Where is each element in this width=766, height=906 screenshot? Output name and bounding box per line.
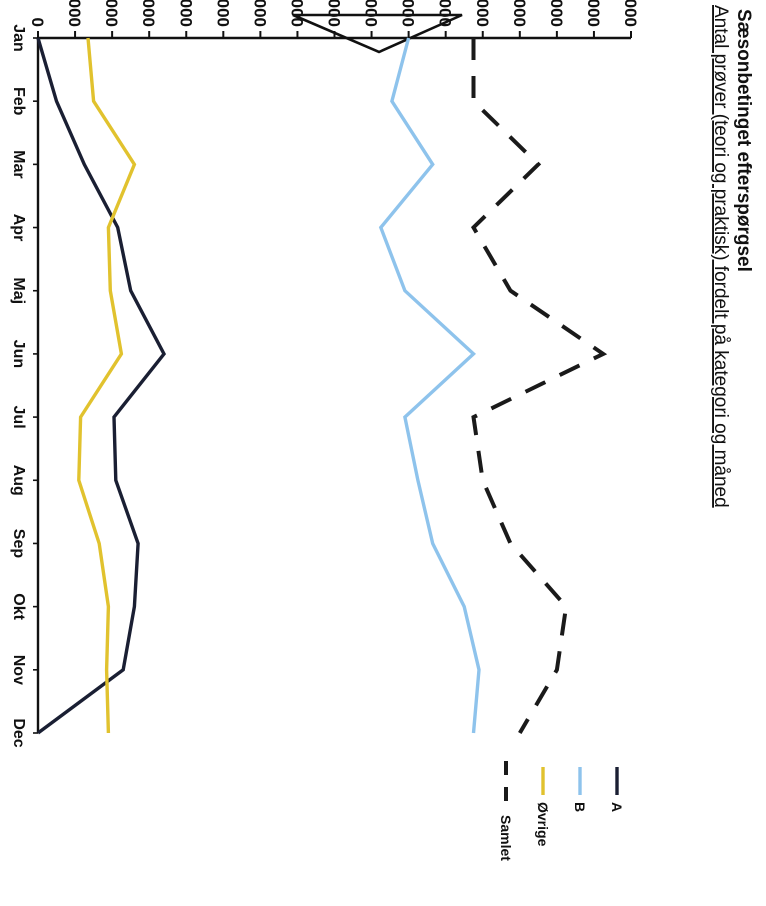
x-tick-label: Nov <box>10 655 27 685</box>
x-axis-ticks: Jan Feb Mar Apr Maj Jun Jul Aug Sep Okt Nov Dec <box>10 24 38 748</box>
y-tick-label: 4.000 <box>102 0 121 27</box>
x-tick-label: Jul <box>10 406 27 429</box>
y-tick-label: 20.000 <box>399 0 418 27</box>
x-tick-label: Apr <box>10 214 27 242</box>
series-line-a <box>36 37 167 735</box>
y-tick-label: 26.000 <box>510 0 529 27</box>
y-tick-label: 30.000 <box>584 0 603 27</box>
series-lines <box>36 37 608 735</box>
y-tick-label: 14.000 <box>287 0 306 27</box>
y-tick-label: 24.000 <box>473 0 492 27</box>
legend-label-ovrige: Øvrige <box>535 802 551 847</box>
y-tick-label: 0 <box>28 18 47 27</box>
x-tick-label: Aug <box>10 465 27 496</box>
y-tick-label: 12.000 <box>250 0 269 27</box>
x-tick-label: Maj <box>10 277 27 304</box>
y-tick-label: 10.000 <box>213 0 232 27</box>
y-tick-label: 28.000 <box>547 0 566 27</box>
y-tick-label: 22.000 <box>436 0 455 27</box>
series-line-b <box>378 37 481 734</box>
y-tick-label: 8.000 <box>176 0 195 27</box>
y-tick-label: 32.000 <box>621 0 640 27</box>
y-tick-label: 2.000 <box>65 0 84 27</box>
y-tick-label: 16.000 <box>325 0 344 27</box>
series-line-ovrige <box>77 37 137 734</box>
y-axis-ticks: 0 2.000 4.000 6.000 8.000 10.000 12.000 14.000 1… <box>28 0 640 38</box>
x-tick-label: Jun <box>10 340 27 368</box>
x-tick-label: Jan <box>10 24 27 52</box>
x-tick-label: Feb <box>10 87 27 116</box>
x-tick-label: Sep <box>10 529 27 559</box>
legend: A B Øvrige Samlet <box>498 761 625 861</box>
legend-label-a: A <box>609 802 625 812</box>
legend-label-samlet: Samlet <box>498 815 514 861</box>
series-line-samlet <box>470 38 608 735</box>
legend-label-b: B <box>572 802 588 812</box>
y-tick-label: 18.000 <box>362 0 381 27</box>
chart-subtitle: Antal prøver (teori og praktisk) fordelt… <box>710 5 731 508</box>
x-tick-label: Dec <box>10 718 27 747</box>
y-tick-label: 6.000 <box>139 0 158 27</box>
chart-title: Sæsonbetinget efterspørgsel <box>733 9 754 272</box>
x-tick-label: Okt <box>10 593 27 620</box>
x-tick-label: Mar <box>10 150 27 178</box>
triangle-marker <box>292 13 463 54</box>
